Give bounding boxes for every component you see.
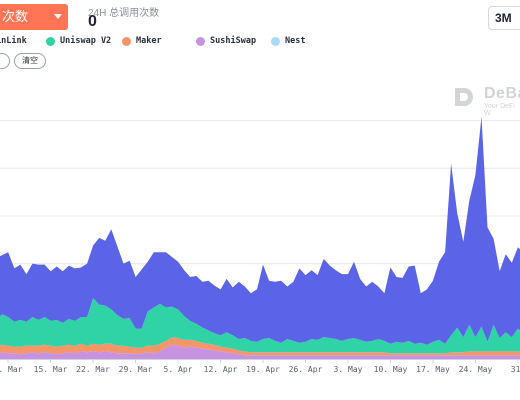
legend-dot-icon bbox=[46, 37, 55, 46]
range-button[interactable]: 3M bbox=[488, 6, 520, 30]
metric-dropdown-label: 次数 bbox=[2, 9, 29, 24]
x-tick-label: 24. May bbox=[459, 365, 493, 374]
legend-dot-icon bbox=[122, 37, 131, 46]
x-tick-label: 5. Apr bbox=[164, 365, 193, 374]
watermark-tagline: Your DeFi W bbox=[484, 103, 515, 117]
caret-down-icon bbox=[54, 14, 62, 19]
x-tick-label: 10. May bbox=[374, 365, 408, 374]
clear-chip[interactable]: 清空 bbox=[14, 53, 46, 69]
x-tick-label: 22. Mar bbox=[76, 365, 110, 374]
x-tick-label: 29. Mar bbox=[119, 365, 153, 374]
legend-label: Nest bbox=[285, 36, 306, 46]
x-tick-label: 3. May bbox=[334, 365, 363, 374]
area-uniswap-v2[interactable] bbox=[0, 298, 520, 354]
metric-dropdown[interactable]: 次数 bbox=[0, 4, 68, 30]
area-sushiswap[interactable] bbox=[0, 344, 520, 359]
x-tick-label: 19. Apr bbox=[246, 365, 280, 374]
legend-label: Maker bbox=[136, 36, 162, 46]
area-maker[interactable] bbox=[0, 337, 520, 356]
x-tick-label: 15. Mar bbox=[34, 365, 68, 374]
legend-label: inLink bbox=[0, 36, 27, 46]
stat-label: 24H 总调用次数 bbox=[88, 8, 160, 19]
x-tick-label: 31. bbox=[511, 365, 520, 374]
stat-value: 0 bbox=[88, 13, 97, 30]
x-tick-label: 12. Apr bbox=[204, 365, 238, 374]
legend-dot-icon bbox=[271, 37, 280, 46]
watermark-name: DeBa bbox=[484, 85, 520, 102]
x-tick-label: 26. Apr bbox=[289, 365, 323, 374]
legend-label: SushiSwap bbox=[210, 36, 257, 46]
x-tick-label: 8. Mar bbox=[0, 365, 23, 374]
area-inlink[interactable] bbox=[0, 116, 520, 345]
debank-logo-icon bbox=[455, 88, 473, 106]
x-tick-label: 17. May bbox=[416, 365, 450, 374]
legend-label: Uniswap V2 bbox=[60, 36, 112, 46]
legend-dot-icon bbox=[196, 37, 205, 46]
